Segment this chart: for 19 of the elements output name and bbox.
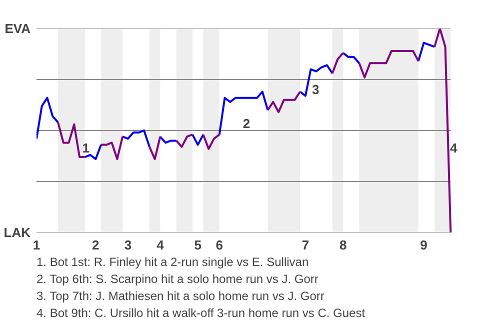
text: 3. Top 7th: J. Mathiesen hit a solo home run vs J. Gorr <box>36 289 324 303</box>
annotation: 3 <box>312 82 320 98</box>
text: 2. Top 6th: S. Scarpino hit a solo home run vs J. Gorr <box>36 272 318 286</box>
x-tick-label: 3 <box>124 238 132 252</box>
text: 1. Bot 1st: R. Finley hit a 2-run single vs E. Sullivan <box>36 255 309 269</box>
x-tick-label: 5 <box>194 238 202 252</box>
text: 4. Bot 9th: C. Ursillo hit a walk-off 3-run home run vs C. Guest <box>36 306 366 320</box>
annotation: 2 <box>242 116 250 131</box>
x-tick-label: 8 <box>339 238 347 252</box>
annotation: 4 <box>450 140 458 156</box>
x-tick-label: 4 <box>156 238 165 252</box>
text: EVA <box>4 21 32 36</box>
x-tick-label: 1 <box>32 238 40 252</box>
x-tick-label: 7 <box>302 238 310 252</box>
x-tick-label: 2 <box>92 238 100 252</box>
x-tick-label: 6 <box>216 238 223 252</box>
text: LAK <box>4 225 32 240</box>
annotation: 1 <box>82 140 90 156</box>
x-tick-label: 9 <box>420 238 428 252</box>
